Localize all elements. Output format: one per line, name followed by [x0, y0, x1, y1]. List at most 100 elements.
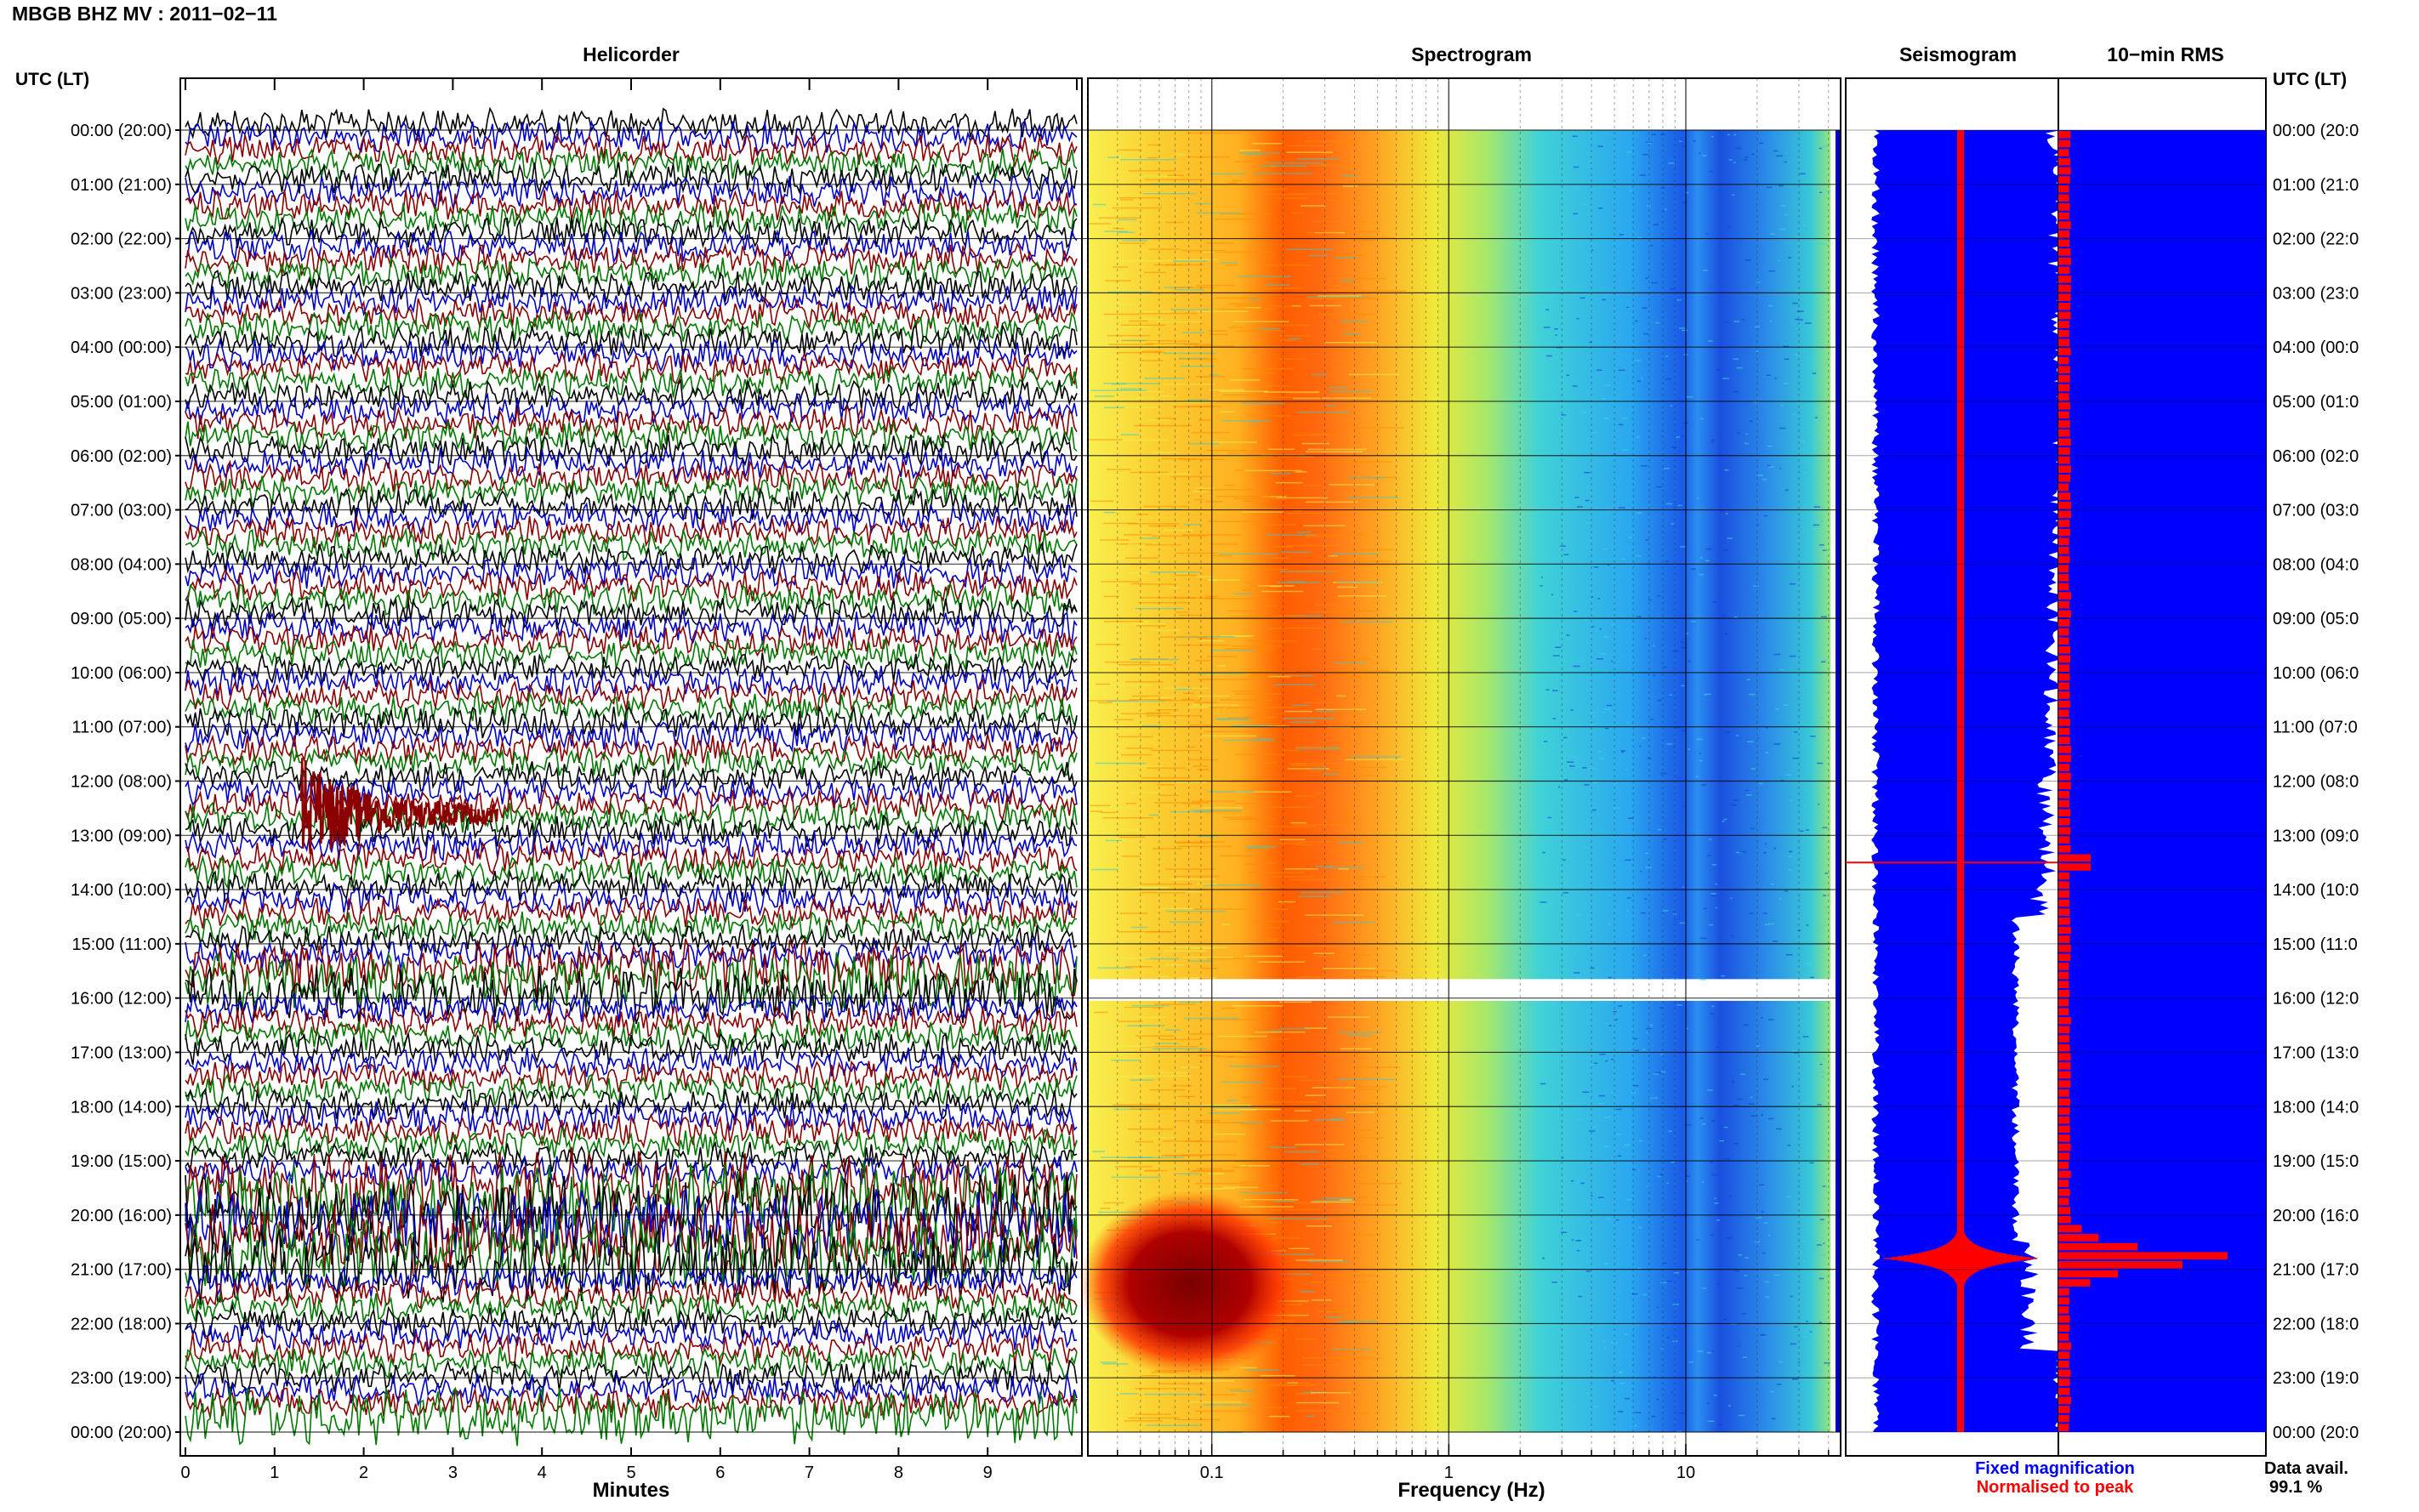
spectrogram-streak — [1245, 306, 1261, 309]
spectrogram-streak — [1100, 1361, 1118, 1363]
helicorder-trace — [185, 133, 1078, 168]
spectrogram-speckle — [1666, 1337, 1671, 1339]
spectrogram-streak — [1293, 509, 1303, 512]
spectrogram-streak — [1194, 1119, 1221, 1122]
rms-bar — [2058, 483, 2069, 492]
rms-bar — [2058, 203, 2070, 211]
spectrogram-streak — [1267, 534, 1317, 537]
spectrogram-speckle — [1764, 1222, 1768, 1224]
spectrogram-streak — [1336, 774, 1375, 776]
spectrogram-streak — [1135, 311, 1171, 313]
spectrogram-streak — [1204, 1404, 1249, 1406]
spectrogram-speckle — [1591, 782, 1598, 783]
spectrogram-speckle — [1579, 297, 1585, 299]
rms-bar — [2058, 998, 2069, 1007]
spectrogram-streak — [1158, 395, 1178, 397]
spectrogram-streak — [1340, 280, 1356, 281]
rms-bar — [2058, 691, 2070, 699]
spectrogram-speckle — [1749, 912, 1754, 914]
spectrogram-speckle — [1761, 1211, 1765, 1213]
spectrogram-streak — [1242, 402, 1284, 404]
spectrogram-streak — [1161, 907, 1193, 910]
spectrogram-streak — [1269, 826, 1316, 827]
spectrogram-speckle — [1597, 658, 1603, 660]
rms-bar — [2058, 799, 2069, 808]
spectrogram-speckle — [1582, 767, 1587, 769]
spectrogram-speckle — [1816, 1244, 1822, 1246]
spectrogram-streak — [1119, 196, 1160, 199]
spectrogram-speckle — [1679, 1413, 1686, 1414]
spectrogram-speckle — [1651, 134, 1656, 135]
spectrogram-streak — [1347, 290, 1407, 292]
rms-bar — [2058, 782, 2071, 790]
spectrogram-speckle — [1779, 228, 1786, 230]
spectrogram-streak — [1119, 1393, 1139, 1395]
spectrogram-streak — [1209, 1112, 1241, 1114]
spectrogram-speckle — [1542, 148, 1545, 151]
spectrogram-speckle — [1611, 1059, 1614, 1060]
spectrogram-streak — [1318, 1310, 1362, 1313]
spectrogram-streak — [1232, 1166, 1249, 1168]
spectrogram-speckle — [1825, 190, 1831, 192]
spectrogram-streak — [1258, 961, 1306, 963]
spectrogram-speckle — [1636, 554, 1642, 557]
spectrogram-speckle — [1775, 1128, 1782, 1130]
spectrogram-streak — [1248, 872, 1305, 873]
spectrogram-streak — [1328, 289, 1357, 291]
spectrogram-streak — [1246, 153, 1262, 156]
spectrogram-speckle — [1544, 741, 1548, 742]
helicorder-trace — [185, 704, 1078, 739]
spectrogram-speckle — [1606, 1218, 1612, 1219]
spectrogram-speckle — [1641, 377, 1643, 379]
spectrogram-streak — [1204, 730, 1264, 733]
spectrogram-streak — [1289, 1248, 1310, 1249]
spectrogram-streak — [1154, 1003, 1195, 1005]
rms-bar — [2058, 1396, 2071, 1405]
spectrogram-speckle — [1699, 979, 1706, 981]
helicorder-x-tick-label: 9 — [983, 1464, 993, 1482]
spectrogram-speckle — [1576, 317, 1579, 320]
spectrogram-streak — [1346, 1363, 1363, 1366]
spectrogram-streak — [1343, 1085, 1388, 1088]
spectrogram-speckle — [1585, 861, 1590, 863]
spectrogram-speckle — [1662, 1262, 1667, 1265]
spectrogram-speckle — [1821, 1077, 1824, 1078]
helicorder-trace — [185, 475, 1078, 508]
spectrogram-speckle — [1597, 1197, 1604, 1198]
spectrogram-speckle — [1545, 709, 1552, 712]
spectrogram-speckle — [1540, 369, 1542, 372]
helicorder-trace — [185, 392, 1078, 428]
spectrogram-streak — [1342, 240, 1375, 242]
spectrogram-streak — [1310, 648, 1322, 650]
spectrogram-streak — [1336, 954, 1370, 956]
spectrogram-streak — [1312, 220, 1369, 223]
spectrogram-streak — [1208, 374, 1220, 376]
rms-bar — [2058, 1197, 2069, 1206]
spectrogram-streak — [1107, 838, 1126, 841]
spectrogram-speckle — [1753, 585, 1759, 587]
spectrogram-speckle — [1791, 413, 1796, 416]
spectrogram-streak — [1255, 1384, 1297, 1386]
spectrogram-streak — [1198, 638, 1219, 639]
spectrogram-speckle — [1794, 354, 1801, 355]
spectrogram-speckle — [1745, 156, 1749, 158]
spectrogram-speckle — [1665, 378, 1672, 380]
spectrogram-speckle — [1825, 362, 1828, 364]
helicorder-x-tick-label: 3 — [448, 1464, 458, 1482]
time-label-left: 21:00 (17:00) — [71, 1261, 172, 1280]
spectrogram-speckle — [1666, 1182, 1670, 1185]
spectrogram-speckle — [1715, 883, 1717, 885]
spectrogram-speckle — [1803, 1336, 1808, 1338]
rms-bar — [2058, 827, 2071, 835]
spectrogram-speckle — [1594, 1062, 1598, 1064]
spectrogram-streak — [1341, 621, 1393, 623]
helicorder-trace — [185, 909, 1078, 945]
spectrogram-speckle — [1676, 299, 1682, 301]
spectrogram-streak — [1104, 511, 1115, 514]
spectrogram-streak — [1187, 1033, 1214, 1035]
rms-bar — [2058, 411, 2069, 419]
spectrogram-streak — [1219, 855, 1266, 857]
spectrogram-streak — [1232, 1005, 1283, 1007]
spectrogram-speckle — [1778, 898, 1782, 900]
time-label-left: 12:00 (08:00) — [71, 773, 172, 792]
